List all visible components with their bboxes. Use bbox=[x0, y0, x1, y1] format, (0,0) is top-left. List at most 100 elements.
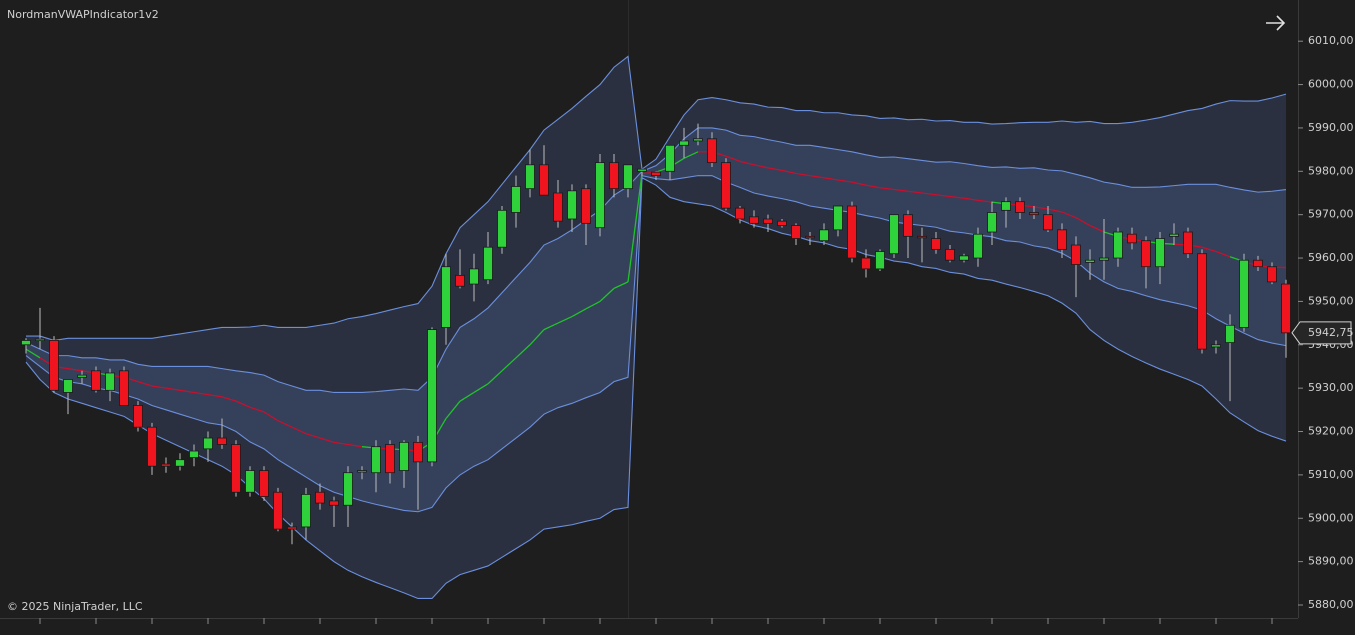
vwap-segment bbox=[1061, 211, 1077, 219]
candle-body bbox=[917, 235, 927, 239]
candle-body bbox=[847, 205, 857, 259]
candle-body bbox=[889, 214, 899, 255]
vwap-segment bbox=[767, 167, 783, 172]
candle-body bbox=[35, 338, 45, 342]
vwap-segment bbox=[25, 348, 41, 359]
candle-body bbox=[273, 491, 283, 530]
candle-body bbox=[735, 207, 745, 220]
candle-body bbox=[861, 257, 871, 270]
candle-body bbox=[413, 441, 423, 463]
vwap-segment bbox=[725, 155, 741, 162]
candle-body bbox=[77, 374, 87, 378]
copyright: © 2025 NinjaTrader, LLC bbox=[7, 600, 143, 613]
candle-body bbox=[525, 164, 535, 190]
last-price-box bbox=[1291, 321, 1352, 345]
candle-body bbox=[1113, 231, 1123, 259]
candle-body bbox=[1253, 259, 1263, 268]
vwap-segment bbox=[753, 164, 769, 169]
candle-body bbox=[259, 470, 269, 497]
y-tick-label: 5960,00 bbox=[1308, 251, 1354, 264]
vwap-segment bbox=[613, 281, 629, 289]
candle-body bbox=[343, 472, 353, 506]
candle-body bbox=[637, 168, 647, 172]
vwap-segment bbox=[529, 329, 545, 346]
vwap-segment bbox=[1033, 206, 1049, 210]
candle-body bbox=[791, 225, 801, 239]
candle-body bbox=[1197, 253, 1207, 350]
candle-body bbox=[1183, 231, 1193, 255]
vwap-segment bbox=[809, 174, 825, 179]
vwap-segment bbox=[949, 195, 965, 199]
y-tick-label: 5930,00 bbox=[1308, 381, 1354, 394]
vwap-segment bbox=[319, 437, 335, 443]
candle-body bbox=[483, 246, 493, 281]
candle-body bbox=[1043, 214, 1053, 231]
candle-body bbox=[1127, 233, 1137, 244]
vwap-segment bbox=[333, 441, 349, 446]
vwap-segment bbox=[277, 420, 293, 428]
candle-body bbox=[1085, 259, 1095, 263]
candle-body bbox=[945, 248, 955, 261]
vwap-segment bbox=[627, 173, 643, 282]
arrow-icon[interactable] bbox=[1266, 15, 1286, 31]
candle-body bbox=[217, 437, 227, 445]
vwap-segment bbox=[193, 391, 209, 396]
vwap-segment bbox=[207, 394, 223, 398]
candle-body bbox=[707, 138, 717, 164]
vwap-segment bbox=[739, 160, 755, 166]
vwap-segment bbox=[893, 188, 909, 192]
candle-body bbox=[1057, 229, 1067, 250]
candle-body bbox=[931, 238, 941, 250]
vwap-segment bbox=[459, 391, 475, 402]
y-tick-label: 5980,00 bbox=[1308, 164, 1354, 177]
vwap-segment bbox=[347, 443, 363, 448]
candle-body bbox=[581, 188, 591, 224]
y-tick-label: 5900,00 bbox=[1308, 511, 1354, 524]
vwap-segment bbox=[137, 381, 153, 387]
vwap-segment bbox=[907, 190, 923, 194]
vwap-segment bbox=[1047, 208, 1063, 213]
candle-body bbox=[609, 162, 619, 190]
indicator-title: NordmanVWAPIndicator1v2 bbox=[7, 8, 159, 21]
candle-body bbox=[469, 268, 479, 285]
candle-body bbox=[147, 426, 157, 467]
vwap-segment bbox=[963, 197, 979, 202]
candle-body bbox=[651, 171, 661, 177]
vwap-segment bbox=[823, 177, 839, 181]
candle-body bbox=[1001, 201, 1011, 211]
candle-body bbox=[875, 251, 885, 270]
vwap-segment bbox=[515, 344, 531, 359]
vwap-segment bbox=[305, 433, 321, 439]
candle-body bbox=[1225, 324, 1235, 344]
candle-body bbox=[819, 229, 829, 242]
vwap-segment bbox=[977, 199, 993, 203]
candle-body bbox=[511, 186, 521, 213]
candle-body bbox=[903, 214, 913, 237]
candle-body bbox=[49, 340, 59, 391]
vwap-segment bbox=[837, 179, 853, 183]
candle-body bbox=[231, 444, 241, 493]
candle-body bbox=[721, 162, 731, 209]
vwap-segment bbox=[1089, 224, 1105, 233]
y-tick-label: 5910,00 bbox=[1308, 468, 1354, 481]
vwap-segment bbox=[557, 316, 573, 324]
vwap-segment bbox=[599, 287, 615, 302]
band-line bbox=[25, 127, 1287, 394]
candle-body bbox=[245, 470, 255, 493]
vwap-segment bbox=[67, 367, 83, 372]
candle-body bbox=[287, 526, 297, 530]
candle-body bbox=[1141, 240, 1151, 268]
candle-body bbox=[553, 192, 563, 222]
candle-body bbox=[1029, 212, 1039, 216]
candle-body bbox=[1015, 201, 1025, 213]
candle-body bbox=[175, 459, 185, 467]
candle-body bbox=[357, 470, 367, 473]
candle-body bbox=[693, 138, 703, 142]
y-tick-label: 5880,00 bbox=[1308, 598, 1354, 611]
vwap-segment bbox=[571, 308, 587, 318]
candle-body bbox=[497, 209, 507, 248]
candle-body bbox=[441, 266, 451, 328]
vwap-segment bbox=[921, 192, 937, 196]
candle-body bbox=[777, 220, 787, 226]
candle-body bbox=[833, 205, 843, 231]
